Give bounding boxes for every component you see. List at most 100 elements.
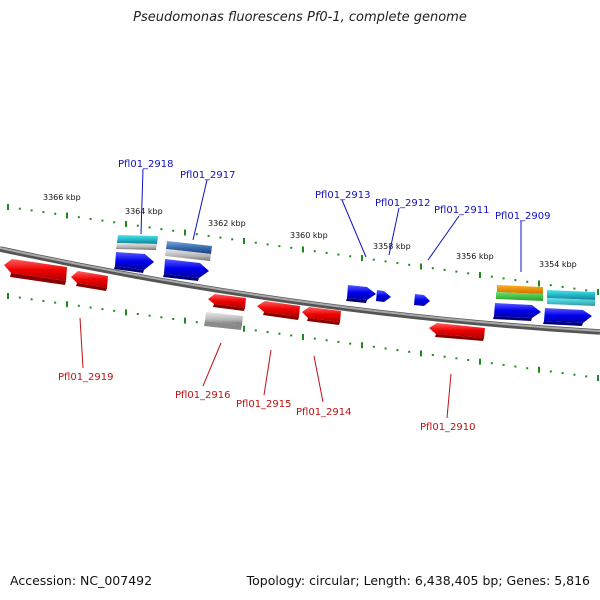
scale-tick-major xyxy=(184,317,186,324)
scale-tick-minor xyxy=(18,296,21,299)
gene-arrow-minus[interactable] xyxy=(208,294,246,311)
scale-tick-minor xyxy=(207,234,210,237)
scale-tick-major xyxy=(243,325,245,332)
genome-summary-text: Topology: circular; Length: 6,438,405 bp… xyxy=(246,573,590,588)
gene-label-plus[interactable]: Pfl01_2912 xyxy=(375,198,431,209)
scale-tick-minor xyxy=(396,262,399,265)
scale-tick-minor xyxy=(467,272,470,275)
scale-tick-minor xyxy=(455,270,458,273)
gene-arrow-plus[interactable] xyxy=(163,259,209,281)
scale-tick-major xyxy=(66,212,68,219)
scale-tick-minor xyxy=(573,287,576,290)
scale-tick-minor xyxy=(313,250,316,253)
gene-label-minus[interactable]: Pfl01_2914 xyxy=(296,407,352,418)
scale-tick-minor xyxy=(490,275,493,278)
gene-arrow-plus[interactable] xyxy=(493,303,541,321)
scale-tick-minor xyxy=(549,370,552,373)
gene-label-plus[interactable]: Pfl01_2913 xyxy=(315,190,371,201)
scale-tick-minor xyxy=(384,347,387,350)
scale-tick-major xyxy=(302,334,304,340)
gene-label-plus[interactable]: Pfl01_2909 xyxy=(495,211,551,222)
scale-tick-minor xyxy=(254,329,257,332)
minus-leader-lines xyxy=(79,317,452,419)
gene-arrow-plus[interactable] xyxy=(543,308,592,326)
feature-track-2916[interactable] xyxy=(204,312,243,330)
scale-tick-minor xyxy=(561,372,564,375)
scale-tick-minor xyxy=(408,263,411,266)
scale-tick-minor xyxy=(573,373,576,376)
scale-tick-minor xyxy=(278,245,281,248)
scale-tick-minor xyxy=(325,339,328,342)
gene-label-minus[interactable]: Pfl01_2910 xyxy=(420,422,476,433)
scale-tick-minor xyxy=(585,375,588,378)
scale-tick-minor xyxy=(278,332,281,335)
scale-tick-minor xyxy=(549,284,552,287)
scale-tick-minor xyxy=(101,308,104,311)
accession-text: Accession: NC_007492 xyxy=(10,573,153,588)
gene-arrow-minus[interactable] xyxy=(429,323,485,341)
gene-label-plus[interactable]: Pfl01_2917 xyxy=(180,170,236,181)
scale-tick-minor xyxy=(254,241,257,244)
scale-tick-major xyxy=(361,342,363,349)
scale-tick-minor xyxy=(349,342,352,345)
scale-tick-minor xyxy=(408,350,411,353)
scale-tick-minor xyxy=(148,226,151,229)
gene-arrow-plus[interactable] xyxy=(414,294,430,306)
scale-tick-minor xyxy=(502,277,505,280)
scale-tick-minor xyxy=(502,363,505,366)
scale-tick-minor xyxy=(101,219,104,222)
gene-arrow-minus[interactable] xyxy=(71,271,108,291)
scale-tick-minor xyxy=(455,357,458,360)
scale-tick-minor xyxy=(266,243,269,246)
feature-track-2918[interactable] xyxy=(116,235,158,250)
scale-tick-minor xyxy=(313,337,316,340)
scale-tick-major xyxy=(420,350,422,357)
scale-label: 3362 kbp xyxy=(208,219,246,228)
scale-tick-minor xyxy=(266,331,269,334)
scale-tick-minor xyxy=(526,367,529,370)
gene-label-minus[interactable]: Pfl01_2915 xyxy=(236,399,292,410)
scale-label: 3356 kbp xyxy=(456,252,494,261)
scale-tick-minor xyxy=(30,209,33,212)
scale-tick-minor xyxy=(89,306,92,309)
scale-tick-major xyxy=(420,263,422,270)
gene-arrow-minus[interactable] xyxy=(4,259,67,285)
gene-label-plus[interactable]: Pfl01_2911 xyxy=(434,205,490,216)
scale-label: 3360 kbp xyxy=(290,231,328,240)
scale-tick-minor xyxy=(514,365,517,368)
gene-arrow-minus[interactable] xyxy=(302,307,341,325)
scale-tick-minor xyxy=(384,260,387,263)
scale-tick-minor xyxy=(514,279,517,282)
gene-arrow-plus[interactable] xyxy=(346,285,376,303)
gene-label-minus[interactable]: Pfl01_2919 xyxy=(58,372,114,383)
scale-tick-minor xyxy=(431,267,434,270)
scale-tick-minor xyxy=(136,313,139,315)
scale-tick-major xyxy=(125,309,127,316)
scale-tick-minor xyxy=(160,316,163,319)
scale-tick-minor xyxy=(77,304,80,307)
scale-tick-minor xyxy=(42,299,45,302)
gene-arrow-minus[interactable] xyxy=(257,301,300,320)
scale-tick-minor xyxy=(337,253,340,256)
scale-tick-major xyxy=(125,221,127,227)
scale-tick-minor xyxy=(113,221,116,224)
gene-label-minus[interactable]: Pfl01_2916 xyxy=(175,390,231,401)
feature-track-2917[interactable] xyxy=(165,241,212,261)
scale-tick-minor xyxy=(42,211,45,214)
scale-tick-minor xyxy=(396,349,399,352)
scale-tick-major xyxy=(538,280,540,287)
feature-track-2908[interactable] xyxy=(547,290,595,306)
scale-tick-minor xyxy=(372,345,375,348)
gene-arrow-plus[interactable] xyxy=(114,252,154,273)
scale-tick-minor xyxy=(443,268,446,271)
scale-tick-minor xyxy=(148,314,151,317)
gene-label-plus[interactable]: Pfl01_2918 xyxy=(118,159,174,170)
map-title: Pseudomonas fluorescens Pf0-1, complete … xyxy=(133,10,467,25)
feature-track-2909[interactable] xyxy=(496,285,543,301)
scale-tick-minor xyxy=(349,255,352,258)
scale-tick-minor xyxy=(219,236,222,239)
scale-tick-minor xyxy=(195,233,198,236)
scale-tick-major xyxy=(184,229,186,236)
scale-tick-minor xyxy=(89,217,92,220)
gene-arrow-plus[interactable] xyxy=(376,290,391,302)
